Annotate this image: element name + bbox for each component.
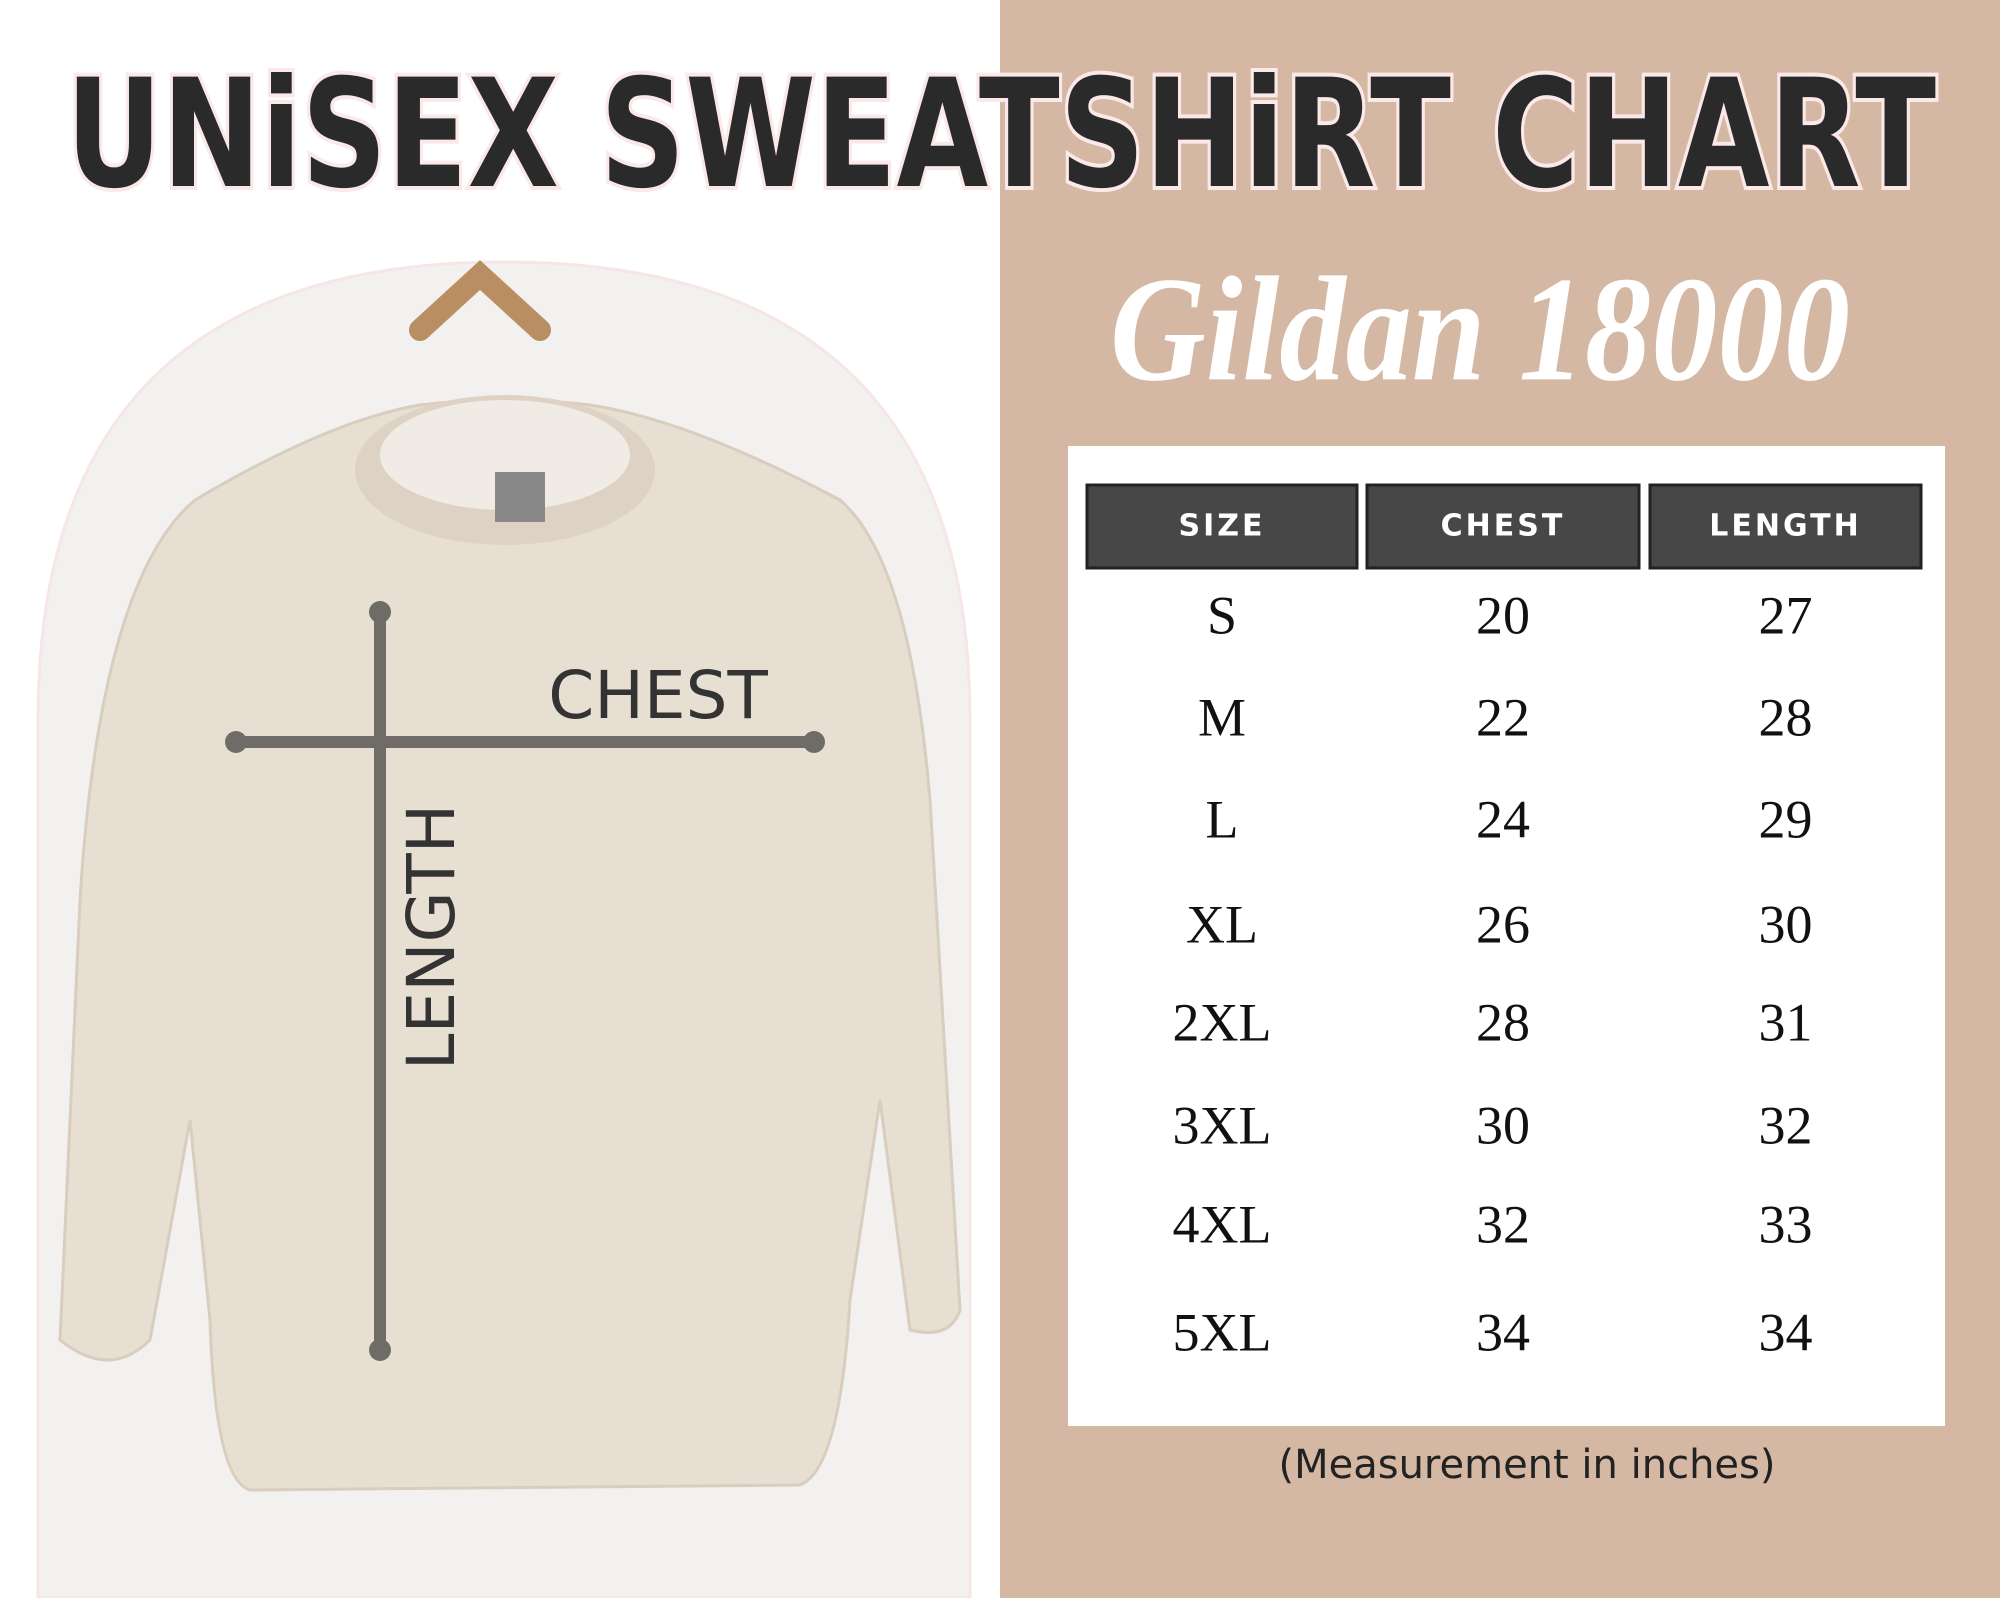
hanger: [409, 260, 551, 341]
table-cell: 32: [1759, 1095, 1813, 1155]
table-cell: 22: [1476, 687, 1530, 747]
neck-opening: [380, 400, 630, 510]
table-cell: M: [1198, 687, 1246, 747]
header-text: LENGTH: [1709, 509, 1861, 544]
header-cell: [1648, 483, 1923, 570]
tag: [495, 472, 545, 522]
size-table: SIZE CHEST LENGTH S 20 27 M 22 28 L 24 29 XL 26 30 2XL 2…: [1085, 483, 1923, 1362]
table-cell: L: [1206, 789, 1239, 849]
table-cell: 34: [1759, 1302, 1813, 1362]
table-cell: 27: [1759, 585, 1813, 645]
header-cell: [1365, 483, 1641, 570]
table-cell: 30: [1476, 1095, 1530, 1155]
length-end: [369, 601, 391, 623]
note: (Measurement in inches): [1279, 1442, 1776, 1488]
table-cell: 24: [1476, 789, 1530, 849]
table-box: [1068, 446, 1945, 1426]
table-cell: 34: [1476, 1302, 1530, 1362]
table-cell: 28: [1476, 992, 1530, 1052]
table-cell: 5XL: [1173, 1302, 1272, 1362]
length-label: LENGTH: [393, 804, 470, 1071]
table-cell: 3XL: [1173, 1095, 1272, 1155]
table-cell: 2XL: [1173, 992, 1272, 1052]
table-cell: 33: [1759, 1194, 1813, 1254]
header-text: SIZE: [1178, 509, 1265, 544]
table-cell: 32: [1476, 1194, 1530, 1254]
table-cell: 28: [1759, 687, 1813, 747]
chest-label: CHEST: [548, 657, 768, 734]
table-cell: 30: [1759, 894, 1813, 954]
table-cell: 26: [1476, 894, 1530, 954]
table-cell: S: [1207, 585, 1237, 645]
chest-end: [803, 731, 825, 753]
chest-end: [225, 731, 247, 753]
table-cell: 4XL: [1173, 1194, 1272, 1254]
header-cell: [1085, 483, 1359, 570]
length-end: [369, 1339, 391, 1361]
table-cell: XL: [1186, 894, 1258, 954]
header-text: CHEST: [1441, 509, 1566, 544]
title: UNiSEX SWEATSHiRT CHART: [66, 48, 1936, 222]
table-cell: 20: [1476, 585, 1530, 645]
table-cell: 31: [1759, 992, 1813, 1052]
subtitle: Gildan 18000: [1110, 246, 1850, 412]
table-cell: 29: [1759, 789, 1813, 849]
